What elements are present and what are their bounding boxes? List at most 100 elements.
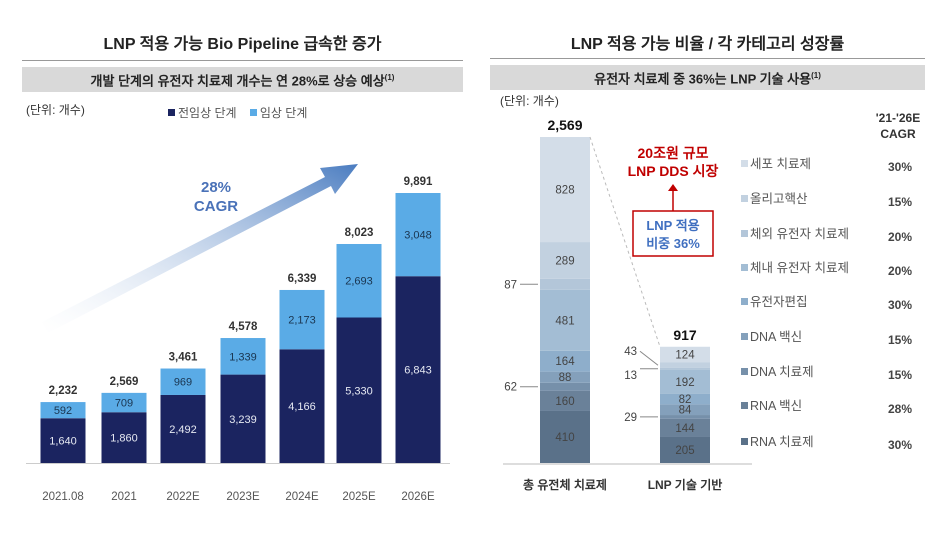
data-label: 87 (504, 279, 517, 291)
legend-label: 전임상 단계 (178, 106, 237, 120)
data-label: 124 (675, 350, 695, 362)
left-banner-text: 개발 단계의 유전자 치료제 개수는 연 28%로 상승 예상 (90, 73, 385, 89)
legend-label: DNA 치료제 (750, 365, 814, 379)
bar-segment (660, 362, 710, 368)
legend-swatch (249, 109, 257, 116)
left-legend: 전임상 단계 임상 단계 (168, 104, 307, 121)
callout-market-line2: LNP DDS 시장 (628, 163, 719, 179)
bar-segment (395, 193, 441, 277)
bar-segment (220, 374, 266, 463)
cagr-header-line2: CAGR (880, 127, 916, 141)
data-label: 481 (555, 315, 574, 327)
left-unit-label: (단위: 개수) (26, 103, 85, 117)
total-label: 2,232 (49, 385, 78, 397)
legend-swatch (741, 195, 748, 202)
legend-label: DNA 백신 (750, 330, 802, 344)
x-tick-label: 2026E (401, 491, 435, 503)
bar-segment (660, 346, 710, 363)
bar-segment (660, 404, 710, 416)
callout-market-line1: 20조원 규모 (638, 145, 709, 161)
legend-swatch (741, 298, 748, 305)
cagr-value: 20% (888, 230, 912, 244)
leader-line (639, 350, 659, 366)
legend-swatch (741, 160, 748, 167)
legend-swatch (741, 264, 748, 271)
x-tick-label: 총 유전체 치료제 (523, 477, 607, 492)
left-banner: 개발 단계의 유전자 치료제 개수는 연 28%로 상승 예상(1) (22, 67, 463, 93)
bar-segment (40, 402, 86, 419)
data-label: 62 (504, 382, 517, 394)
bar-segment (101, 392, 147, 413)
bar-segment (660, 436, 710, 463)
callout-box-line2: 비중 36% (646, 236, 700, 251)
cagr-value: 20% (888, 264, 912, 278)
x-tick-label: 2021.08 (42, 491, 84, 503)
data-label: 3,048 (404, 230, 432, 242)
callout-arrowhead (668, 184, 678, 191)
cagr-label-line1: 28% (201, 179, 231, 196)
data-label: 2,173 (288, 315, 316, 327)
data-label: 969 (174, 377, 192, 389)
left-title-rule (22, 60, 463, 61)
x-tick-label: LNP 기술 기반 (648, 477, 723, 492)
bar-segment (540, 278, 590, 290)
x-tick-label: 2023E (226, 491, 260, 503)
total-label: 9,891 (404, 176, 433, 188)
data-label: 2,693 (345, 276, 373, 288)
total-label: 6,339 (288, 273, 317, 285)
cagr-value: 15% (888, 333, 912, 347)
legend-swatch (741, 333, 748, 340)
total-label: 3,461 (169, 352, 198, 364)
bar-segment (540, 242, 590, 279)
x-tick-label: 2024E (285, 491, 319, 503)
cagr-header-line1: '21-'26E (876, 111, 920, 125)
connector-line (589, 136, 661, 347)
legend-swatch (741, 402, 748, 409)
total-label: 917 (673, 327, 697, 343)
legend-label: 체외 유전자 치료제 (750, 227, 849, 241)
data-label: 88 (559, 372, 572, 384)
legend-label: RNA 백신 (750, 399, 802, 413)
total-label: 4,578 (229, 321, 258, 333)
cagr-value: 30% (888, 298, 912, 312)
cagr-value: 28% (888, 402, 912, 416)
x-tick-label: 2022E (166, 491, 200, 503)
data-label: 82 (679, 394, 692, 406)
x-tick-label: 2021 (111, 491, 137, 503)
bar-segment (540, 350, 590, 372)
legend-label: 체내 유전자 치료제 (750, 261, 849, 275)
data-label: 828 (555, 185, 574, 197)
callout-box (632, 210, 714, 257)
bar-segment (279, 349, 325, 463)
bar-segment (540, 382, 590, 391)
bar-segment (40, 418, 86, 463)
bar-segment (540, 390, 590, 411)
x-tick-label: 2025E (342, 491, 376, 503)
right-banner: 유전자 치료제 중 36%는 LNP 기술 사용(1) (490, 65, 925, 91)
data-label: 592 (54, 405, 72, 417)
data-label: 43 (624, 346, 637, 358)
cagr-value: 30% (888, 438, 912, 452)
right-banner-note: (1) (811, 71, 821, 80)
total-label: 2,569 (547, 117, 582, 133)
data-label: 164 (555, 356, 575, 368)
bar-segment (660, 393, 710, 405)
legend-item-preclinical: 전임상 단계 (168, 106, 237, 120)
bar-segment (540, 410, 590, 463)
legend-item-clinical: 임상 단계 (249, 106, 308, 120)
data-label: 410 (555, 432, 574, 444)
right-unit-label: (단위: 개수) (500, 94, 559, 108)
right-chart-title: LNP 적용 가능 비율 / 각 카테고리 성장률 (570, 36, 845, 53)
left-banner-note: (1) (384, 73, 395, 82)
data-label: 192 (675, 377, 694, 389)
legend-swatch (741, 438, 748, 445)
legend-label: 임상 단계 (259, 106, 308, 120)
legend-label: RNA 치료제 (750, 435, 814, 449)
left-chart-title: LNP 적용 가능 Bio Pipeline 급속한 증가 (103, 36, 382, 53)
bar-segment (160, 368, 206, 395)
right-banner-text: 유전자 치료제 중 36%는 LNP 기술 사용 (594, 71, 812, 87)
data-label: 1,640 (49, 436, 77, 448)
bar-segment (336, 243, 382, 318)
cagr-value: 15% (888, 368, 912, 382)
data-label: 289 (555, 255, 574, 267)
